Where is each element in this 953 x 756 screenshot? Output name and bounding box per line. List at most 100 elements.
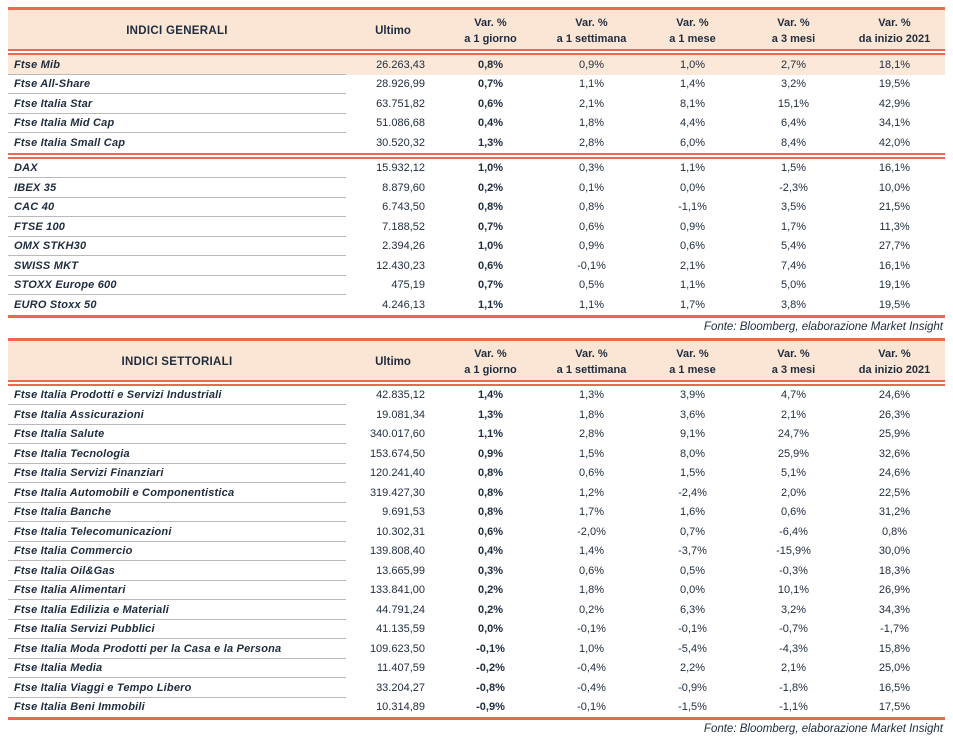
var-value: -0,1% (476, 642, 505, 655)
var-value: 0,6% (679, 240, 706, 253)
var-value: 18,1% (878, 58, 911, 71)
var-value: 0,8% (881, 525, 908, 538)
var-value: 1,7% (679, 298, 706, 311)
index-name: Ftse Italia Salute (14, 428, 105, 441)
var-value: 2,2% (679, 662, 706, 675)
table-indici-settoriali: INDICI SETTORIALI Ultimo Var. % a 1 giorn… (8, 337, 945, 741)
var-value: 17,5% (878, 701, 911, 714)
table-row: Ftse Italia Assicurazioni 19.081,34 1,3% 1,… (8, 405, 945, 425)
ultimo-value: 9.691,53 (382, 506, 425, 519)
table-row: Ftse Italia Servizi Pubblici 41.135,59 0,0… (8, 620, 945, 640)
var-value: 3,2% (780, 78, 807, 91)
var-value: 0,5% (679, 564, 706, 577)
var-value: 3,8% (780, 298, 807, 311)
ultimo-value: 319.427,30 (369, 486, 425, 499)
var-value: 0,0% (679, 584, 706, 597)
var-header-line1: Var. % (777, 347, 810, 360)
var-value: -1,1% (678, 201, 707, 214)
source-note: Fonte: Bloomberg, elaborazione Market In… (703, 320, 943, 333)
var-value: 31,2% (878, 506, 911, 519)
ultimo-value: 13.665,99 (376, 564, 425, 577)
table-row: DAX 15.932,12 1,0% 0,3% 1,1% 1,5% 16,1% (8, 159, 945, 179)
ultimo-value: 133.841,00 (369, 584, 425, 597)
ultimo-value: 7.188,52 (382, 220, 425, 233)
var-value: 24,6% (878, 389, 911, 402)
index-name: Ftse Italia Media (14, 662, 103, 675)
index-name: IBEX 35 (14, 181, 57, 194)
var-value: 0,8% (477, 58, 504, 71)
ultimo-value: 28.926,99 (376, 78, 425, 91)
index-name: Ftse Italia Automobili e Componentistica (14, 486, 235, 499)
index-name: Ftse All-Share (14, 78, 91, 91)
var-value: 1,8% (578, 408, 605, 421)
index-name: Ftse Italia Telecomunicazioni (14, 525, 172, 538)
table-row: Ftse Italia Mid Cap 51.086,68 0,4% 1,8% 4,4%… (8, 114, 945, 134)
var-value: 2,1% (679, 259, 706, 272)
var-value: 4,4% (679, 117, 706, 130)
table-row: STOXX Europe 600 475,19 0,7% 0,5% 1,1% 5,0% 19… (8, 276, 945, 296)
col-header-var: Var. % a 3 mesi (743, 10, 844, 52)
var-header-line1: Var. % (676, 347, 709, 360)
var-value: 16,1% (878, 259, 911, 272)
index-name: CAC 40 (14, 201, 55, 214)
ultimo-value: 10.302,31 (376, 525, 425, 538)
var-value: 32,6% (878, 447, 911, 460)
var-header-line2: a 1 settimana (556, 33, 627, 45)
table-row: SWISS MKT 12.430,23 0,6% -0,1% 2,1% 7,4% 16,1% (8, 256, 945, 276)
header-divider (8, 49, 945, 55)
table-row: Ftse Italia Edilizia e Materiali 44.791,2… (8, 600, 945, 620)
var-value: 0,0% (679, 181, 706, 194)
var-value: 0,7% (477, 78, 504, 91)
var-value: -4,3% (779, 642, 808, 655)
var-value: 1,8% (578, 117, 605, 130)
var-value: 6,3% (679, 603, 706, 616)
var-value: 16,5% (878, 681, 911, 694)
ultimo-value: 12.430,23 (376, 259, 425, 272)
var-value: 0,6% (477, 97, 504, 110)
index-name: Ftse Italia Banche (14, 506, 112, 519)
table-header: INDICI SETTORIALI Ultimo Var. % a 1 giorn… (8, 337, 945, 383)
index-name: Ftse Italia Servizi Pubblici (14, 623, 155, 636)
ultimo-value: 42.835,12 (376, 389, 425, 402)
var-value: 15,1% (777, 97, 810, 110)
ultimo-value: 15.932,12 (376, 162, 425, 175)
table-row: Ftse All-Share 28.926,99 0,7% 1,1% 1,4% 3,2% 1… (8, 75, 945, 95)
ultimo-value: 26.263,43 (376, 58, 425, 71)
var-value: 10,0% (878, 181, 911, 194)
table-title: INDICI SETTORIALI (121, 355, 233, 368)
index-name: Ftse Italia Mid Cap (14, 117, 115, 130)
var-value: 0,4% (477, 545, 504, 558)
index-name: Ftse Italia Star (14, 97, 93, 110)
var-value: 0,2% (578, 603, 605, 616)
var-header-line2: a 1 giorno (464, 363, 517, 376)
var-value: 0,7% (477, 220, 504, 233)
col-header-var: Var. % da inizio 2021 (844, 341, 945, 383)
var-value: 1,1% (578, 78, 605, 91)
var-value: 1,1% (679, 162, 706, 175)
var-value: -1,5% (678, 701, 707, 714)
var-value: 0,6% (578, 220, 605, 233)
var-value: 0,9% (578, 240, 605, 253)
var-header-line1: Var. % (575, 17, 608, 29)
table-row: Ftse Italia Salute 340.017,60 1,1% 2,8% 9,1%… (8, 425, 945, 445)
table-row: Ftse Italia Alimentari 133.841,00 0,2% 1,8%… (8, 581, 945, 601)
var-value: 1,5% (780, 162, 807, 175)
table-row: Ftse Italia Beni Immobili 10.314,89 -0,9% -… (8, 698, 945, 718)
var-value: 1,0% (578, 642, 605, 655)
var-value: 1,1% (477, 428, 504, 441)
var-value: 1,5% (679, 467, 706, 480)
var-value: 1,3% (477, 136, 504, 149)
var-value: -6,4% (779, 525, 808, 538)
var-value: 2,1% (578, 97, 605, 110)
var-value: 0,4% (477, 117, 504, 130)
var-value: 0,9% (578, 58, 605, 71)
var-value: 0,7% (477, 279, 504, 292)
var-value: 2,7% (780, 58, 807, 71)
var-header-line1: Var. % (777, 17, 810, 29)
var-header-line2: a 1 giorno (464, 33, 517, 45)
col-header-var: Var. % a 1 giorno (440, 341, 541, 383)
index-name: FTSE 100 (14, 220, 66, 233)
index-name: Ftse Mib (14, 58, 61, 71)
table-row: Ftse Italia Media 11.407,59 -0,2% -0,4% 2,2%… (8, 659, 945, 679)
var-value: 1,4% (679, 78, 706, 91)
